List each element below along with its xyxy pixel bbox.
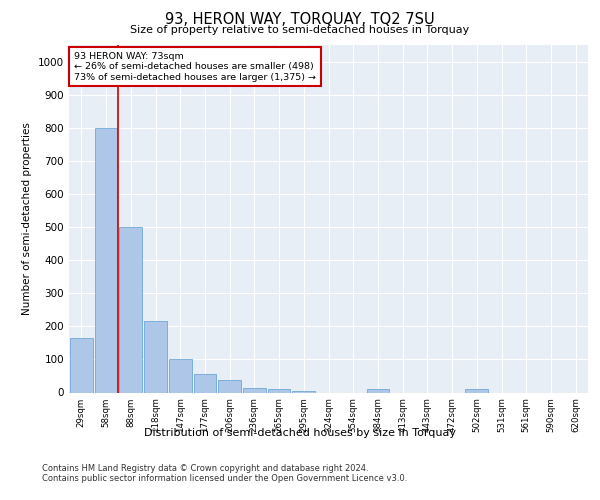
- Text: Distribution of semi-detached houses by size in Torquay: Distribution of semi-detached houses by …: [144, 428, 456, 438]
- Text: 93, HERON WAY, TORQUAY, TQ2 7SU: 93, HERON WAY, TORQUAY, TQ2 7SU: [165, 12, 435, 28]
- Bar: [144, 322, 167, 392]
- Bar: [70, 338, 93, 392]
- Bar: [466, 389, 488, 392]
- Bar: [169, 360, 191, 392]
- Bar: [95, 128, 118, 392]
- Bar: [243, 388, 266, 392]
- Bar: [119, 227, 142, 392]
- Bar: [194, 374, 216, 392]
- Text: Contains HM Land Registry data © Crown copyright and database right 2024.: Contains HM Land Registry data © Crown c…: [42, 464, 368, 473]
- Y-axis label: Number of semi-detached properties: Number of semi-detached properties: [22, 122, 32, 315]
- Bar: [218, 380, 241, 392]
- Bar: [268, 389, 290, 392]
- Text: Contains public sector information licensed under the Open Government Licence v3: Contains public sector information licen…: [42, 474, 407, 483]
- Text: 93 HERON WAY: 73sqm
← 26% of semi-detached houses are smaller (498)
73% of semi-: 93 HERON WAY: 73sqm ← 26% of semi-detach…: [74, 52, 316, 82]
- Bar: [292, 391, 315, 392]
- Bar: [367, 389, 389, 392]
- Text: Size of property relative to semi-detached houses in Torquay: Size of property relative to semi-detach…: [130, 25, 470, 35]
